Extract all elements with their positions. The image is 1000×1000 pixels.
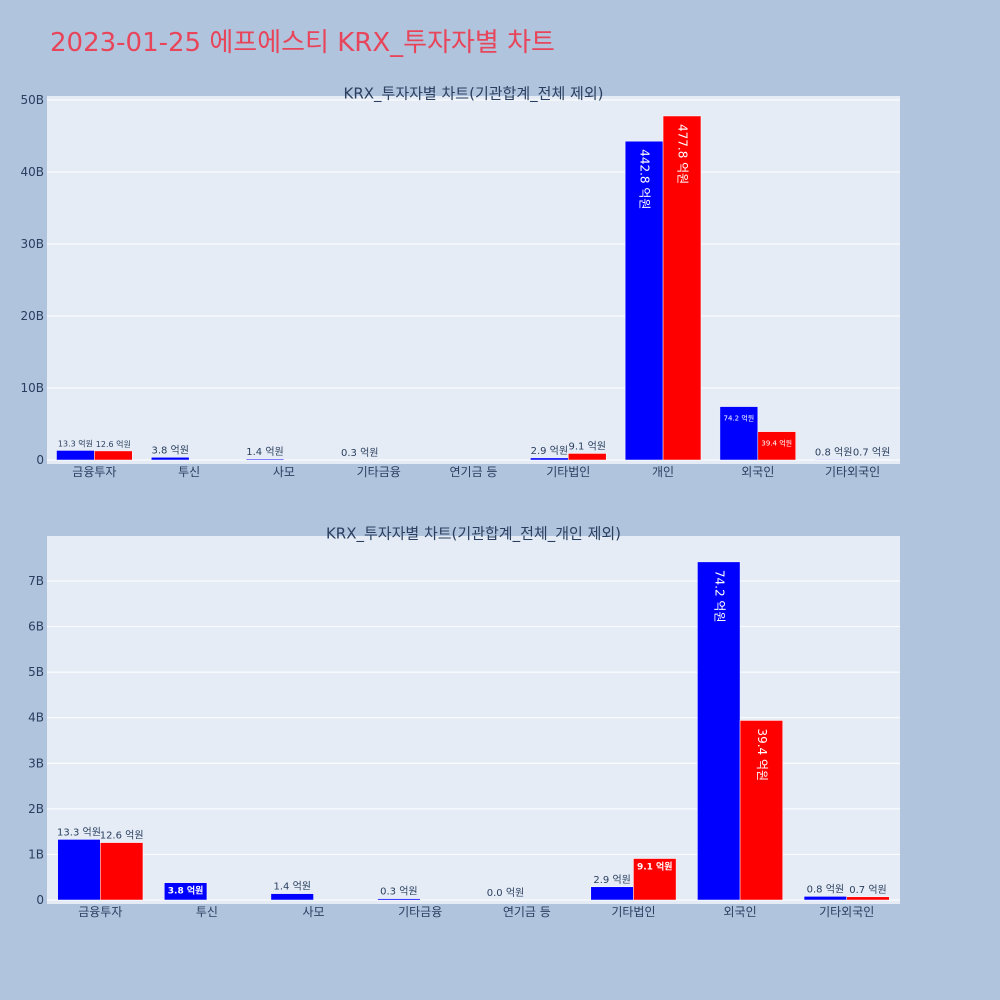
data-label: 2.9 억원 [531, 445, 568, 457]
data-label: 1.4 억원 [273, 881, 310, 893]
bar [719, 406, 759, 461]
data-label: 12.6 억원 [100, 830, 144, 842]
data-label: 0.7 억원 [849, 884, 886, 896]
bar [590, 886, 634, 901]
bar [568, 453, 607, 461]
bar [697, 561, 741, 901]
bar [270, 893, 314, 901]
x-tick-label: 기타외국인 [825, 465, 880, 479]
bar [164, 882, 208, 901]
bar [56, 450, 95, 461]
y-tick-label: 0 [36, 893, 44, 907]
y-tick-label: 2B [28, 802, 44, 816]
plot-area [47, 96, 900, 464]
x-tick-label: 금융투자 [72, 465, 116, 479]
data-label: 0.8 억원 [815, 446, 852, 458]
y-tick-label: 1B [28, 847, 44, 861]
data-label: 13.3 억원 [57, 826, 101, 838]
bar [814, 459, 853, 461]
bar [757, 431, 796, 461]
x-tick-label: 외국인 [724, 905, 757, 919]
y-tick-label: 7B [28, 574, 44, 588]
y-tick-label: 10B [20, 381, 44, 395]
data-label: 39.4 억원 [755, 728, 769, 781]
bar [530, 457, 569, 461]
x-tick-label: 투신 [178, 465, 200, 479]
x-tick-label: 투신 [196, 905, 218, 919]
data-label: 3.8 억원 [168, 885, 204, 897]
data-label: 74.2 억원 [712, 570, 726, 623]
data-label: 13.3 억원 [58, 438, 93, 448]
chart-title: KRX_투자자별 차트(기관합계_전체_개인 제외) [326, 525, 621, 544]
x-tick-label: 기타외국인 [819, 905, 874, 919]
bar [245, 458, 285, 461]
y-tick-label: 3B [28, 756, 44, 770]
bar [151, 457, 190, 461]
data-label: 39.4 억원 [761, 439, 792, 448]
y-tick-label: 50B [20, 93, 44, 107]
data-label: 0.3 억원 [341, 447, 378, 459]
x-tick-label: 연기금 등 [450, 465, 498, 479]
y-tick-label: 40B [20, 165, 44, 179]
bar [94, 450, 133, 461]
y-tick-label: 0 [36, 453, 44, 467]
y-tick-label: 4B [28, 711, 44, 725]
data-label: 3.8 억원 [151, 444, 188, 456]
x-tick-label: 사모 [273, 465, 295, 479]
bar [739, 720, 783, 901]
x-tick-label: 사모 [303, 905, 325, 919]
data-label: 477.8 억원 [676, 124, 690, 184]
bar [57, 839, 101, 901]
data-label: 1.4 억원 [246, 446, 283, 458]
x-tick-label: 외국인 [741, 465, 774, 479]
data-label: 9.1 억원 [568, 440, 605, 452]
x-tick-label: 금융투자 [78, 905, 122, 919]
x-tick-label: 기타금융 [398, 905, 442, 919]
bar [846, 896, 890, 901]
data-label: 2.9 억원 [593, 874, 630, 886]
data-label: 0.3 억원 [380, 886, 417, 898]
bar [803, 896, 847, 901]
data-label: 9.1 억원 [637, 861, 673, 873]
x-tick-label: 연기금 등 [503, 905, 551, 919]
y-tick-label: 5B [28, 665, 44, 679]
y-tick-label: 30B [20, 237, 44, 251]
data-label: 0.0 억원 [487, 887, 524, 899]
chart-title: KRX_투자자별 차트(기관합계_전체 제외) [344, 85, 604, 104]
bar [662, 115, 702, 461]
data-label: 0.8 억원 [807, 883, 844, 895]
x-tick-label: 기타법인 [611, 905, 655, 919]
y-tick-label: 6B [28, 620, 44, 634]
bar [852, 459, 891, 461]
x-tick-label: 기타법인 [546, 465, 590, 479]
data-label: 12.6 억원 [96, 439, 131, 449]
page-title: 2023-01-25 에프에스티 KRX_투자자별 차트 [50, 28, 555, 58]
data-label: 0.7 억원 [853, 446, 890, 458]
x-tick-label: 개인 [652, 465, 674, 479]
bar [377, 898, 421, 901]
chart-2: 0 1B 2B 3B 4B 5B 6B 7B KRX_투자자별 차트(기관합계_전체_개인 제외… [28, 525, 900, 919]
chart-1: 0 10B 20B 30B 40B 50B KRX_투자자별 차트(기관합계_전체 제외) 금… [20, 85, 900, 479]
data-label: 74.2 억원 [724, 414, 755, 423]
y-tick-label: 20B [20, 309, 44, 323]
x-tick-label: 기타금융 [357, 465, 401, 479]
bar [633, 858, 677, 901]
data-label: 442.8 억원 [638, 149, 652, 209]
bar [100, 842, 144, 901]
